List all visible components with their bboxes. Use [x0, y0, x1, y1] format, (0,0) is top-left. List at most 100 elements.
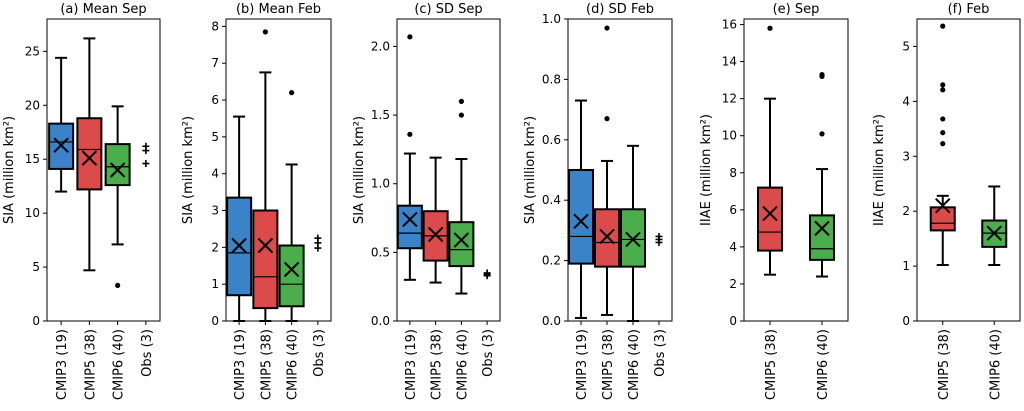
x-tick-label: CMIP6 (40) — [112, 329, 127, 400]
mean-marker — [986, 225, 1002, 241]
y-tick-label: 0 — [32, 314, 40, 328]
box-iqr — [757, 186, 783, 252]
x-tick-label: CMIP6 (40) — [286, 329, 301, 400]
mean-marker — [81, 150, 98, 166]
box-1 — [929, 23, 956, 266]
y-tick-label: 3 — [211, 204, 219, 218]
outlier-point — [940, 87, 946, 93]
mean-marker — [599, 228, 615, 245]
box-iqr — [929, 206, 956, 232]
y-tick-label: 1.5 — [371, 108, 390, 122]
box-2 — [981, 185, 1008, 266]
panel-3: (c) SD Sep SIA (million km²) 0.0 0.5 1.0 1.5 2… — [352, 2, 501, 400]
y-tick-label: 1.0 — [542, 12, 561, 26]
box-iqr — [76, 117, 103, 191]
outlier-point — [407, 131, 413, 137]
x-tick-label: CMIP3 (19) — [575, 329, 590, 400]
outlier-point — [407, 34, 413, 40]
box-iqr — [396, 204, 423, 250]
panel-6: (f) Feb IIAE (million km²) 0 1 2 3 4 5 CMIP5 (38… — [872, 2, 1021, 400]
x-tick-label: CMIP3 (19) — [55, 329, 70, 400]
box-iqr — [252, 209, 279, 310]
box-iqr — [594, 208, 620, 268]
y-tick-label: 12 — [722, 92, 737, 106]
x-tick-label: CMIP5 (38) — [764, 329, 779, 400]
y-tick-label: 0 — [902, 314, 910, 328]
y-axis-label: IIAE (million km²) — [699, 114, 714, 226]
x-tick-label: CMIP5 (38) — [259, 329, 274, 400]
x-tick-label: Obs (3) — [481, 329, 496, 377]
outlier-point — [940, 23, 946, 29]
y-tick-label: 5 — [32, 260, 40, 274]
y-tick-label: 2 — [902, 204, 910, 218]
box-iqr — [620, 208, 646, 268]
box-iqr — [278, 244, 305, 308]
mean-marker — [935, 197, 951, 214]
y-tick-label: 0.0 — [542, 314, 561, 328]
mean-marker — [257, 237, 274, 254]
box-1 — [568, 99, 594, 319]
panel-title: (e) Sep — [773, 2, 820, 17]
box-1 — [396, 34, 423, 281]
y-tick-label: 10 — [722, 129, 737, 143]
x-tick-label: CMIP6 (40) — [455, 329, 470, 400]
x-tick-label: CMIP3 (19) — [404, 329, 419, 400]
panel-title: (b) Mean Feb — [236, 2, 321, 17]
x-tick-label: Obs (3) — [653, 329, 668, 377]
mean-marker — [762, 205, 778, 222]
y-tick-label: 0 — [729, 314, 737, 328]
box-2 — [252, 29, 279, 322]
mean-marker — [402, 211, 418, 228]
y-tick-label: 14 — [722, 55, 737, 69]
panel-title: (f) Feb — [948, 2, 990, 17]
x-tick-label: CMIP5 (38) — [937, 329, 952, 400]
mean-marker — [231, 237, 247, 254]
box-iqr — [104, 143, 131, 187]
outlier-point — [289, 90, 295, 96]
axes-frame — [916, 18, 1021, 322]
outlier-point — [940, 82, 946, 88]
y-tick-label: 0.2 — [542, 254, 561, 268]
y-tick-label: 6 — [211, 93, 219, 107]
y-tick-label: 0.6 — [542, 133, 561, 147]
y-tick-label: 4 — [729, 240, 737, 254]
outlier-point — [604, 116, 610, 122]
axes-frame — [567, 18, 673, 322]
panel-5: (e) Sep IIAE (million km²) 0 2 4 6 8 10 12 14 16 CM… — [699, 2, 849, 400]
panel-title: (c) SD Sep — [414, 2, 482, 17]
box-2 — [594, 25, 620, 316]
y-tick-label: 4 — [211, 167, 219, 181]
y-tick-label: 1.0 — [371, 177, 390, 191]
outlier-point — [940, 141, 946, 147]
y-tick-label: 20 — [25, 98, 40, 112]
box-1 — [757, 25, 783, 276]
box-iqr — [568, 169, 594, 265]
x-tick-label: Obs (3) — [140, 329, 155, 377]
y-tick-label: 10 — [25, 206, 40, 220]
mean-marker — [427, 226, 444, 243]
mean-marker — [109, 162, 126, 178]
box-2 — [422, 156, 449, 284]
y-tick-label: 1 — [211, 277, 219, 291]
panel-1: (a) Mean Sep SIA (million km²) 0 5 10 15 20 25 C… — [2, 2, 161, 400]
y-tick-label: 5 — [902, 39, 910, 53]
y-tick-label: 25 — [25, 44, 40, 58]
x-tick-label: CMIP6 (40) — [988, 329, 1003, 400]
outlier-point — [115, 282, 121, 289]
y-axis-label: SIA (million km²) — [523, 116, 538, 224]
y-tick-label: 0.4 — [542, 193, 561, 207]
y-tick-label: 0 — [211, 314, 219, 328]
mean-marker — [814, 220, 830, 237]
outlier-point — [940, 116, 946, 122]
x-tick-label: CMIP3 (19) — [233, 329, 248, 400]
x-tick-label: CMIP6 (40) — [816, 329, 831, 400]
box-3 — [104, 105, 131, 289]
axes-frame — [396, 18, 501, 322]
y-tick-label: 0.5 — [371, 245, 390, 259]
box-iqr — [448, 221, 475, 268]
mean-marker — [53, 137, 69, 153]
y-axis-label: SIA (million km²) — [352, 116, 367, 224]
y-tick-label: 2.0 — [371, 39, 390, 53]
axes-frame — [46, 18, 161, 322]
y-tick-label: 8 — [211, 19, 219, 33]
